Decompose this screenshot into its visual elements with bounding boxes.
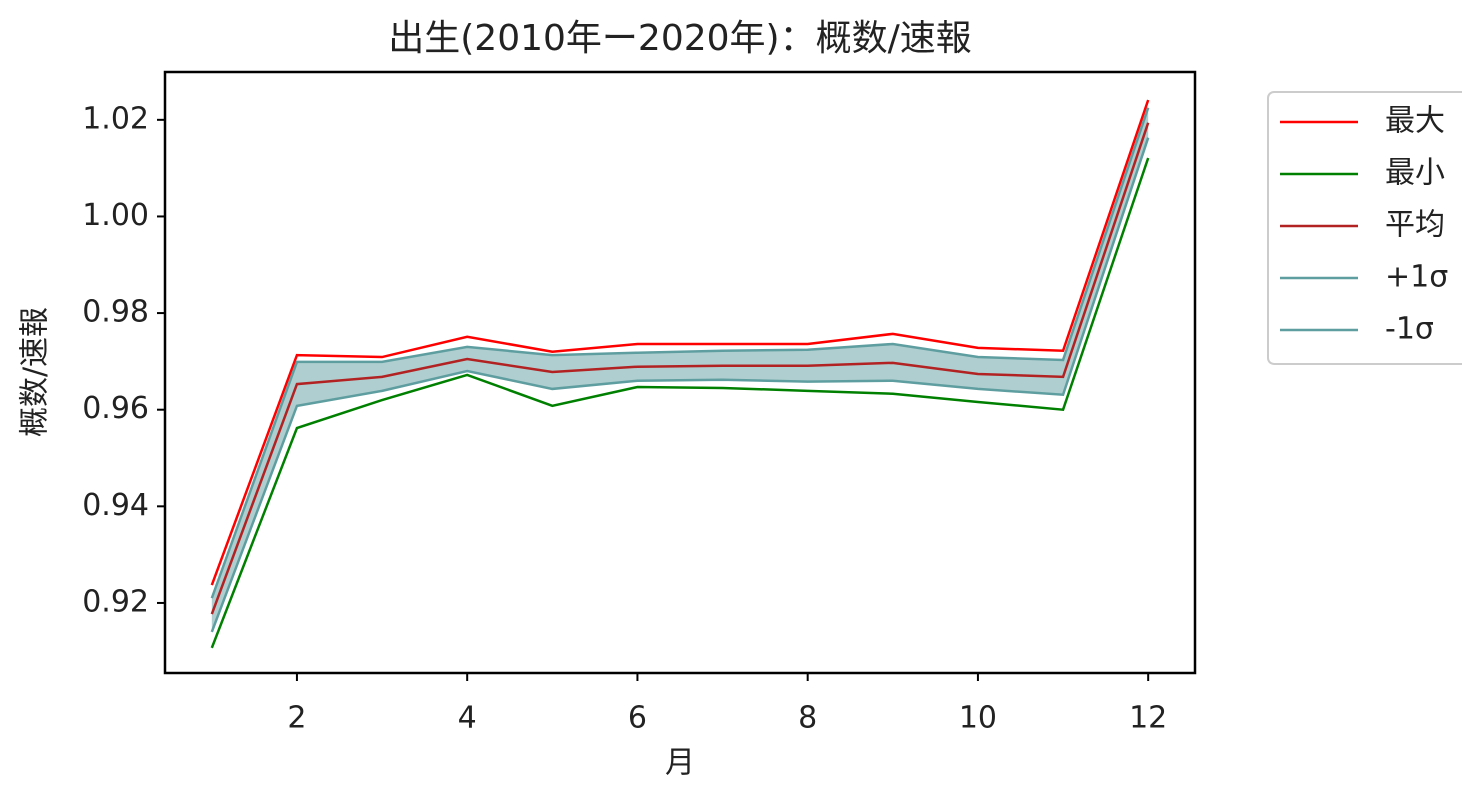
x-tick-label: 8 bbox=[798, 701, 817, 736]
y-axis-label: 概数/速報 bbox=[18, 307, 53, 437]
legend-label: 平均 bbox=[1385, 208, 1445, 243]
y-tick-label: 0.92 bbox=[82, 584, 149, 619]
legend-label: -1σ bbox=[1385, 312, 1434, 347]
y-tick-label: 1.02 bbox=[82, 101, 149, 136]
x-tick-label: 2 bbox=[287, 701, 306, 736]
plot-frame bbox=[163, 70, 1197, 675]
series-line bbox=[210, 107, 1150, 599]
legend-label: 最大 bbox=[1385, 104, 1445, 139]
chart-title: 出生(2010年ー2020年)：概数/速報 bbox=[388, 18, 971, 59]
x-tick-label: 6 bbox=[628, 701, 647, 736]
y-tick-label: 1.00 bbox=[82, 198, 149, 233]
legend-label: 最小 bbox=[1385, 156, 1445, 191]
legend-label: +1σ bbox=[1385, 260, 1448, 295]
y-tick-label: 0.98 bbox=[82, 295, 149, 330]
y-tick-label: 0.96 bbox=[82, 391, 149, 426]
series-line bbox=[210, 122, 1150, 615]
sigma-band bbox=[211, 107, 1149, 632]
series-line bbox=[210, 157, 1150, 649]
x-tick-label: 10 bbox=[959, 701, 997, 736]
y-tick-label: 0.94 bbox=[82, 488, 149, 523]
series-line bbox=[210, 99, 1150, 586]
x-tick-label: 12 bbox=[1129, 701, 1167, 736]
series-line bbox=[210, 137, 1150, 633]
x-tick-label: 4 bbox=[458, 701, 477, 736]
x-axis-label: 月 bbox=[665, 746, 695, 781]
legend-box bbox=[1267, 91, 1462, 365]
